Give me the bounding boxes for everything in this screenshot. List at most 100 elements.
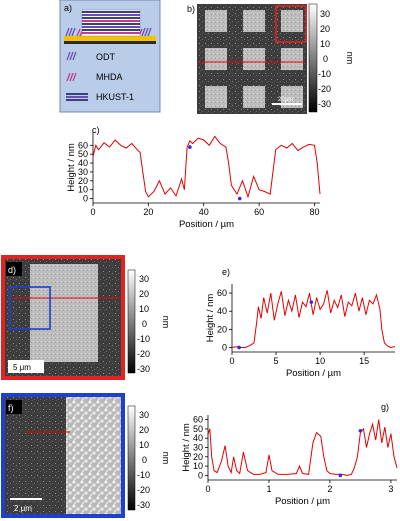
colorbar-tick: 20	[320, 24, 330, 34]
panel-c-label: c)	[92, 125, 100, 135]
colorbar-f: 30 20 10 0 -10 -20 -30 nm	[127, 405, 171, 511]
colorbar-tick: 30	[320, 9, 330, 19]
colorbar-tick: 30	[139, 274, 149, 284]
y-tick-label-c: 60	[78, 140, 88, 150]
panel-a-label: a)	[64, 3, 72, 13]
profile-marker-g	[338, 473, 343, 478]
x-axis-label-g: Position / µm	[275, 496, 330, 507]
profile-marker-e	[309, 300, 314, 304]
colorbar-ticks-d: 30 20 10 0 -10 -20 -30	[137, 274, 150, 374]
x-tick-label-g: 2	[327, 484, 332, 494]
x-tick-label-c: 20	[143, 207, 153, 217]
y-axis-label-g: Height / nm	[181, 423, 192, 472]
colorbar-gradient-d	[127, 269, 136, 374]
colorbar-tick: 0	[142, 319, 147, 329]
height-profile-e	[231, 290, 396, 349]
colorbar-tick: 10	[139, 304, 149, 314]
profile-marker-e	[237, 345, 241, 350]
scalebar-label-f: 2 μm	[14, 504, 32, 513]
scalebar-b	[272, 103, 302, 105]
odt-molecules	[65, 27, 152, 37]
colorbar-tick: -30	[318, 99, 331, 109]
zoom-box-b	[275, 5, 307, 43]
y-tick-label-g: 20	[193, 452, 203, 462]
zoom-box-d	[9, 286, 51, 330]
y-tick-label-g: 0	[198, 470, 203, 480]
legend-item-mhda: MHDA	[66, 72, 123, 82]
x-tick-label-g: 0	[205, 484, 210, 494]
x-tick-label-e: 5	[274, 356, 279, 366]
x-axis-label-c: Position / µm	[179, 219, 234, 230]
x-tick-label-g: 1	[266, 484, 271, 494]
panel-a: a)	[59, 0, 161, 113]
profile-marker-g	[358, 428, 363, 433]
y-tick-label-g: 60	[193, 415, 203, 425]
y-tick-label-e: 20	[217, 324, 227, 334]
colorbar-ticks-f: 30 20 10 0 -10 -20 -30	[137, 410, 150, 510]
panel-f-label-bg	[6, 400, 22, 414]
x-tick-label-c: 80	[309, 207, 319, 217]
y-tick-label-e: 0	[222, 342, 227, 352]
colorbar-tick: -20	[137, 485, 150, 495]
scalebar-label-d: 5 μm	[13, 363, 31, 372]
colorbar-tick: 0	[323, 54, 328, 64]
legend-item-odt: ODT	[66, 51, 116, 62]
y-tick-label-g: 50	[193, 424, 203, 434]
scalebar-f	[10, 498, 42, 500]
colorbar-unit-d: nm	[161, 316, 171, 329]
x-tick-label-c: 0	[90, 207, 95, 217]
panel-e-label: e)	[222, 267, 230, 277]
colorbar-tick: 0	[142, 455, 147, 465]
x-tick-label-c: 60	[254, 207, 264, 217]
y-tick-label-c: 10	[78, 185, 88, 195]
chart-e: 0 5 10 15 0 20 40 60 Position / µm Height / nm	[205, 284, 396, 379]
y-tick-label-g: 10	[193, 461, 203, 471]
panel-d-label-bg	[6, 262, 22, 276]
y-tick-label-g: 30	[193, 443, 203, 453]
colorbar-unit-f: nm	[161, 452, 171, 465]
y-tick-label-g: 40	[193, 433, 203, 443]
legend-label-mhda: MHDA	[96, 72, 123, 82]
x-tick-label-c: 40	[199, 207, 209, 217]
y-axis-label-c: Height / nm	[66, 143, 77, 192]
y-tick-label-c: 40	[78, 158, 88, 168]
colorbar-gradient-b	[308, 3, 318, 113]
legend-item-hkust: HKUST-1	[66, 92, 134, 102]
colorbar-tick: 10	[139, 440, 149, 450]
colorbar-tick: 10	[320, 39, 330, 49]
x-tick-label-e: 15	[359, 356, 369, 366]
panel-b: b) 20μm 30 20 10 0 -10 -20 -30 nm	[187, 3, 355, 114]
afm-square-d	[30, 264, 98, 362]
colorbar-tick: -10	[318, 69, 331, 79]
colorbar-d: 30 20 10 0 -10 -20 -30 nm	[127, 269, 171, 374]
x-tick-label-e: 0	[229, 356, 234, 366]
y-tick-label-c: 0	[83, 194, 88, 204]
y-tick-label-c: 30	[78, 167, 88, 177]
panel-e: e) 0 5 10 15 0 20 40 60 Position / µm Height / nm	[205, 267, 396, 379]
y-tick-label-e: 60	[217, 288, 227, 298]
scalebar-label-b: 20μm	[278, 97, 293, 103]
afm-squares-b	[205, 10, 303, 108]
colorbar-tick: -30	[137, 500, 150, 510]
panel-f-label: f)	[8, 403, 14, 413]
schematic-substrate	[64, 9, 156, 44]
height-profile-g	[207, 419, 398, 476]
colorbar-tick: -20	[318, 84, 331, 94]
panel-d: d) 5 μm 30 20 10 0 -10 -20 -30 nm	[1, 255, 171, 380]
panel-a-legend: ODT MHDA HKUST-1	[66, 51, 134, 102]
y-axis-label-e: Height / nm	[205, 294, 216, 343]
mhda-swatch-icon	[66, 72, 77, 82]
height-profile-c	[92, 135, 321, 199]
panel-f: f) 2 μm 30 20 10 0 -10 -20 -30 nm	[1, 393, 171, 518]
colorbar-tick: -30	[137, 364, 150, 374]
colorbar-b: 30 20 10 0 -10 -20 -30 nm	[308, 3, 355, 113]
colorbar-gradient-f	[127, 405, 136, 511]
x-axis-label-e: Position / µm	[286, 368, 341, 379]
colorbar-tick: 30	[139, 410, 149, 420]
hkust-stack	[81, 9, 141, 37]
panel-b-label: b)	[187, 4, 195, 14]
